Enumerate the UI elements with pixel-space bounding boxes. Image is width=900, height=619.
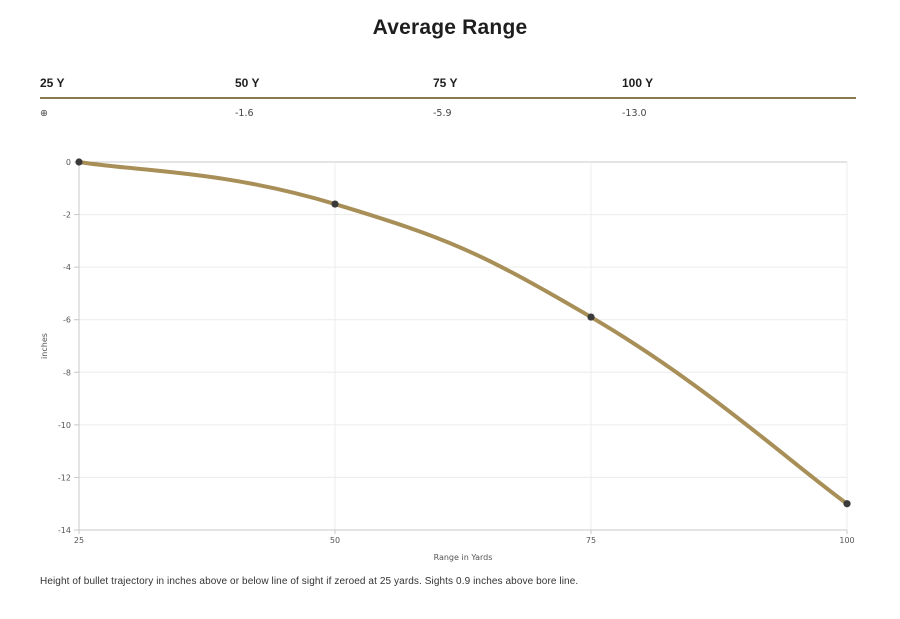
range-header-50y: 50 Y xyxy=(235,76,260,90)
y-tick-label: -8 xyxy=(63,368,71,377)
range-header-25y: 25 Y xyxy=(40,76,65,90)
range-table: 25 Y 50 Y 75 Y 100 Y ⊕ -1.6 -5.9 -13.0 xyxy=(40,74,856,125)
x-tick-label: 100 xyxy=(839,536,854,545)
y-axis-label: inches xyxy=(40,333,49,359)
y-tick-label: -6 xyxy=(63,316,71,325)
range-value-100y: -13.0 xyxy=(622,108,647,119)
x-tick-label: 75 xyxy=(586,536,596,545)
chart-markers xyxy=(75,158,851,508)
y-tick-label: -10 xyxy=(58,421,71,430)
y-tick-label: 0 xyxy=(66,158,71,167)
data-point xyxy=(843,500,851,508)
y-tick-label: -12 xyxy=(58,473,71,482)
range-value-row: ⊕ -1.6 -5.9 -13.0 xyxy=(40,99,856,125)
chart-caption: Height of bullet trajectory in inches ab… xyxy=(40,576,579,587)
chart-series xyxy=(77,160,849,506)
chart-grid xyxy=(78,161,848,531)
data-point xyxy=(587,313,595,321)
x-axis-label: Range in Yards xyxy=(434,553,493,562)
chart-title: Average Range xyxy=(372,16,528,39)
range-value-50y: -1.6 xyxy=(235,108,254,119)
range-header-100y: 100 Y xyxy=(622,76,654,90)
x-tick-label: 50 xyxy=(330,536,340,545)
data-point xyxy=(331,200,339,208)
y-tick-label: -2 xyxy=(63,211,71,220)
y-tick-label: -14 xyxy=(58,526,71,535)
data-point xyxy=(75,158,83,166)
trajectory-line xyxy=(77,160,849,506)
crosshair-icon: ⊕ xyxy=(40,108,48,119)
x-tick-label: 25 xyxy=(74,536,84,545)
range-header-row: 25 Y 50 Y 75 Y 100 Y xyxy=(40,74,856,99)
y-tick-label: -4 xyxy=(63,263,71,272)
range-value-75y: -5.9 xyxy=(433,108,452,119)
range-header-75y: 75 Y xyxy=(433,76,458,90)
